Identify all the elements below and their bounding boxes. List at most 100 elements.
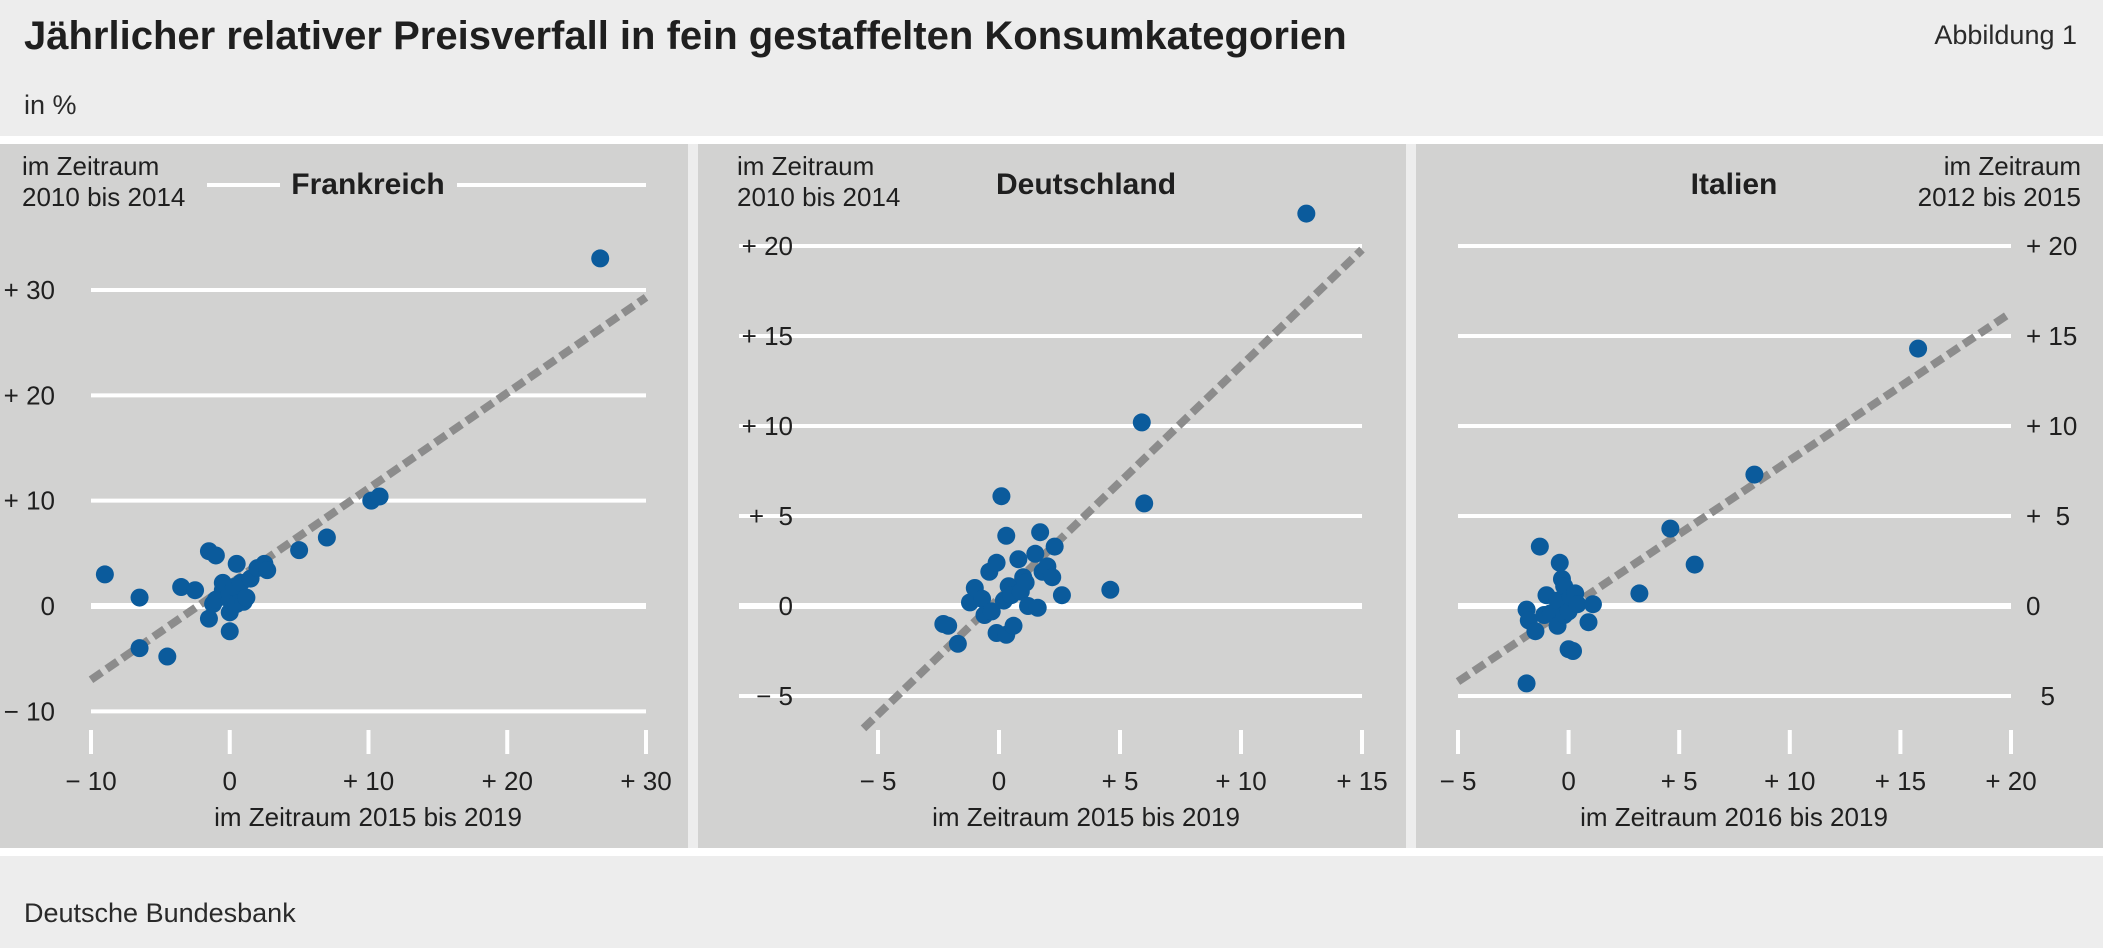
data-point bbox=[95, 565, 114, 584]
data-point bbox=[1135, 494, 1154, 513]
y-tick-label-0: − 10 bbox=[4, 696, 55, 726]
data-point bbox=[172, 578, 191, 597]
y-tick-label-3: + 20 bbox=[4, 380, 55, 410]
y-tick-label-2: + 5 bbox=[2026, 501, 2070, 531]
x-tick-label-4: + 30 bbox=[620, 766, 671, 796]
figure-label: Abbildung 1 bbox=[1934, 20, 2077, 50]
data-point bbox=[1630, 584, 1649, 603]
data-point bbox=[130, 588, 149, 607]
y-tick-label-0: 5 bbox=[2026, 681, 2055, 711]
data-point bbox=[1579, 613, 1598, 632]
data-point bbox=[591, 249, 610, 268]
panel-deutschland: − 5 0 + 5 + 10 + 15 − 5 0 + 5 + 10 + 15 + 20 Deutsc… bbox=[698, 144, 1406, 848]
data-point bbox=[237, 588, 256, 607]
x-tick-label-4: + 15 bbox=[1336, 766, 1387, 796]
data-point bbox=[1661, 519, 1680, 538]
data-point bbox=[1016, 573, 1035, 592]
data-point bbox=[973, 589, 992, 608]
chart-panels: − 10 0 + 10 + 20 + 30 − 10 0 + 10 + 20 + 30 Frankr… bbox=[0, 144, 2103, 848]
panel-title: Italien bbox=[1691, 168, 1778, 201]
x-tick-label-3: + 10 bbox=[1215, 766, 1266, 796]
data-point bbox=[992, 487, 1011, 506]
data-point bbox=[227, 554, 246, 573]
data-point bbox=[317, 528, 336, 547]
data-point bbox=[997, 526, 1016, 545]
x-tick-label-1: 0 bbox=[223, 766, 237, 796]
y-tick-label-5: + 20 bbox=[742, 231, 793, 261]
data-point bbox=[1517, 674, 1536, 693]
data-point bbox=[158, 647, 177, 666]
x-axis-label: im Zeitraum 2015 bis 2019 bbox=[214, 802, 522, 832]
y-axis-label-line-0: im Zeitraum bbox=[737, 151, 874, 181]
data-point bbox=[1568, 595, 1587, 614]
x-tick-label-2: + 5 bbox=[1102, 766, 1139, 796]
y-axis-label-line-1: 2010 bis 2014 bbox=[737, 182, 900, 212]
x-tick-label-0: − 5 bbox=[1440, 766, 1477, 796]
x-tick-label-3: + 20 bbox=[482, 766, 533, 796]
data-point bbox=[290, 541, 309, 560]
data-point bbox=[1909, 339, 1928, 358]
x-tick-label-2: + 5 bbox=[1661, 766, 1698, 796]
trend-line bbox=[88, 294, 649, 684]
x-tick-label-3: + 10 bbox=[1764, 766, 1815, 796]
data-point bbox=[1028, 598, 1047, 617]
data-point bbox=[199, 609, 218, 628]
panel-title: Frankreich bbox=[291, 168, 444, 201]
scatter-deutschland: − 5 0 + 5 + 10 + 15 − 5 0 + 5 + 10 + 15 + 20 Deutsc… bbox=[737, 151, 1388, 832]
y-axis-label-line-1: 2010 bis 2014 bbox=[22, 182, 185, 212]
data-point bbox=[370, 487, 389, 506]
data-point bbox=[130, 639, 149, 658]
scatter-italien: − 5 0 + 5 + 10 + 15 + 20 5 0 + 5 + 10 + 15 + 20 Ita… bbox=[1440, 151, 2081, 832]
chart-title: Jährlicher relativer Preisverfall in fei… bbox=[24, 14, 1347, 58]
x-tick-label-1: 0 bbox=[1561, 766, 1575, 796]
data-point bbox=[206, 546, 225, 565]
source-label: Deutsche Bundesbank bbox=[24, 898, 296, 928]
data-point bbox=[982, 602, 1001, 621]
y-tick-label-4: + 30 bbox=[4, 275, 55, 305]
data-point bbox=[1043, 568, 1062, 587]
data-point bbox=[1026, 544, 1045, 563]
y-tick-label-2: + 10 bbox=[4, 486, 55, 516]
data-point bbox=[1045, 537, 1064, 556]
x-tick-label-2: + 10 bbox=[343, 766, 394, 796]
data-point bbox=[220, 622, 239, 641]
top-divider bbox=[0, 136, 2103, 144]
x-axis-label: im Zeitraum 2015 bis 2019 bbox=[932, 802, 1240, 832]
data-point bbox=[1297, 204, 1316, 223]
y-tick-label-3: + 10 bbox=[742, 411, 793, 441]
y-axis-label-line-0: im Zeitraum bbox=[1944, 151, 2081, 181]
panel-italien: − 5 0 + 5 + 10 + 15 + 20 5 0 + 5 + 10 + 15 + 20 Ita… bbox=[1416, 144, 2103, 848]
y-axis-label-line-1: 2012 bis 2015 bbox=[1918, 182, 2081, 212]
data-point bbox=[1526, 622, 1545, 641]
data-point bbox=[1564, 642, 1583, 660]
y-tick-label-5: + 20 bbox=[2026, 231, 2077, 261]
bottom-divider bbox=[0, 848, 2103, 856]
x-tick-label-5: + 20 bbox=[1985, 766, 2036, 796]
y-tick-label-4: + 15 bbox=[742, 321, 793, 351]
data-point bbox=[1132, 413, 1151, 432]
x-tick-label-4: + 15 bbox=[1875, 766, 1926, 796]
panel-title: Deutschland bbox=[996, 168, 1176, 201]
y-tick-label-1: 0 bbox=[41, 591, 55, 621]
y-tick-label-0: − 5 bbox=[756, 681, 793, 711]
y-tick-label-1: 0 bbox=[2026, 591, 2040, 621]
data-point bbox=[1745, 465, 1764, 484]
data-point bbox=[1052, 586, 1071, 605]
data-point bbox=[948, 634, 967, 653]
unit-label: in % bbox=[24, 90, 77, 120]
data-point bbox=[1685, 555, 1704, 574]
data-point bbox=[1530, 537, 1549, 556]
y-axis-label-line-0: im Zeitraum bbox=[22, 151, 159, 181]
footer: Deutsche Bundesbank bbox=[0, 856, 2103, 948]
trend-line bbox=[1455, 309, 2014, 685]
y-tick-label-4: + 15 bbox=[2026, 321, 2077, 351]
x-tick-label-0: − 5 bbox=[860, 766, 897, 796]
panel-frankreich: − 10 0 + 10 + 20 + 30 − 10 0 + 10 + 20 + 30 Frankr… bbox=[0, 144, 688, 848]
header: Jährlicher relativer Preisverfall in fei… bbox=[0, 0, 2103, 136]
data-point bbox=[186, 581, 205, 600]
x-tick-label-0: − 10 bbox=[65, 766, 116, 796]
x-tick-label-1: 0 bbox=[992, 766, 1006, 796]
data-point bbox=[987, 553, 1006, 572]
data-point bbox=[1031, 523, 1050, 542]
y-tick-label-2: + 5 bbox=[749, 501, 793, 531]
